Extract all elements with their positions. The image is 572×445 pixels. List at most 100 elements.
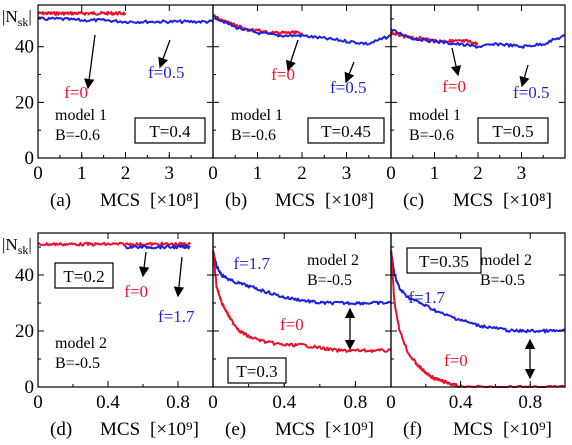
y-tick-label: 0 (25, 377, 35, 398)
panel-caption: (c) (403, 190, 424, 211)
x-axis-unit: [×10⁹] (150, 419, 199, 440)
y-tick-label: 40 (15, 265, 34, 286)
x-tick-label: 2 (121, 163, 131, 184)
series-label: f=0 (442, 77, 466, 96)
series-label: f=0.5 (330, 78, 367, 97)
x-tick-label: 0 (386, 392, 396, 413)
x-axis-label: MCS (453, 419, 493, 440)
panel-caption: (a) (50, 190, 71, 211)
x-tick-label: 3 (342, 163, 352, 184)
y-tick-label: 40 (15, 37, 34, 58)
x-tick-label: 0.4 (272, 392, 296, 413)
y-tick-label: 20 (15, 321, 34, 342)
pointer-arrow (138, 251, 150, 278)
x-axis-label: MCS (275, 419, 315, 440)
model-annotation: B=-0.5 (55, 355, 100, 372)
model-annotation: B=-0.5 (480, 272, 525, 289)
x-tick-label: 0 (33, 392, 43, 413)
panel-f: 0 0.4 0.8 model 2 B=-0.5 T=0.35 f=1.7 f=0 (f) MCS… (386, 232, 566, 440)
model-annotation: model 2 (55, 335, 107, 352)
x-tick-label: 2 (297, 163, 307, 184)
x-tick-label: 0 (386, 163, 396, 184)
model-annotation: model 1 (409, 107, 461, 124)
x-tick-label: 0 (208, 392, 218, 413)
x-tick-label: 0.8 (344, 392, 368, 413)
pointer-arrow (285, 39, 299, 72)
model-annotation: B=-0.6 (231, 127, 276, 144)
panel-c: 0 1 2 3 model 1 B=-0.6 T=0.5 f=0 f=0.5 (c) MCS [×10… (386, 4, 566, 211)
temperature-box: T=0.3 (227, 357, 287, 384)
panel-caption: (f) (403, 419, 422, 440)
pointer-arrow (158, 39, 171, 69)
model-annotation: model 1 (231, 107, 283, 124)
series-f-0-5 (212, 14, 392, 46)
x-tick-label: 0.4 (96, 392, 120, 413)
svg-text:T=0.5: T=0.5 (492, 122, 533, 141)
panel-e: 0 0.4 0.8 model 2 B=-0.5 T=0.3 f=1.7 f=0 (e) MCS [… (208, 232, 392, 440)
pointer-arrow (519, 64, 530, 88)
x-tick-label: 0.8 (518, 392, 542, 413)
x-axis-unit: [×10⁹] (503, 419, 552, 440)
series-f-1-7 (390, 250, 566, 334)
y-tick-label: 20 (15, 92, 34, 113)
plot-frame (390, 232, 566, 388)
x-tick-label: 0.8 (166, 392, 190, 413)
panel-caption: (e) (225, 419, 246, 440)
model-annotation: B=-0.6 (55, 127, 100, 144)
series-f-0-5 (37, 16, 214, 25)
y-tick-label: 0 (25, 148, 35, 169)
x-axis-unit: [×10⁸] (150, 190, 199, 211)
model-annotation: model 2 (307, 252, 359, 269)
series-f-1-7 (212, 250, 392, 306)
x-axis-label: MCS (100, 190, 140, 211)
x-axis-unit: [×10⁸] (325, 190, 374, 211)
panel-b: 0 1 2 3 model 1 B=-0.6 T=0.45 f=0 f=0.5 (b) MCS [×1… (208, 4, 392, 211)
series-f-0 (212, 14, 303, 36)
svg-text:T=0.2: T=0.2 (63, 267, 104, 286)
x-axis-unit: [×10⁹] (325, 419, 374, 440)
x-tick-label: 1 (253, 163, 263, 184)
x-tick-label: 0.4 (449, 392, 473, 413)
temperature-box: T=0.35 (406, 247, 482, 274)
model-annotation: B=-0.5 (307, 272, 352, 289)
svg-text:T=0.45: T=0.45 (321, 122, 371, 141)
x-tick-label: 3 (517, 163, 527, 184)
model-annotation: B=-0.6 (409, 127, 454, 144)
series-label: f=0.5 (513, 83, 550, 102)
y-axis-label: |Nsk| (2, 235, 32, 257)
panel-caption: (d) (50, 419, 72, 440)
series-f-0-5 (390, 28, 566, 49)
y-axis-label: |Nsk| (2, 7, 32, 29)
pointer-arrow (84, 34, 96, 90)
svg-text:T=0.3: T=0.3 (236, 362, 277, 381)
svg-text:T=0.4: T=0.4 (149, 122, 191, 141)
temperature-box: T=0.2 (54, 262, 114, 289)
x-axis-label: MCS (275, 190, 315, 211)
series-label: f=0.5 (148, 63, 185, 82)
x-tick-label: 3 (165, 163, 175, 184)
pointer-arrow (344, 61, 355, 84)
temperature-box: T=0.5 (477, 117, 549, 144)
series-label: f=1.7 (234, 254, 271, 273)
svg-text:T=0.35: T=0.35 (419, 252, 469, 271)
series-label: f=0 (64, 83, 88, 102)
series-label: f=1.7 (409, 288, 446, 307)
x-axis-unit: [×10⁸] (503, 190, 552, 211)
panel-d: 0 0.4 0.8 0 20 40 |Nsk| model 2 B=-0.5 T=0.2 f=0 f=… (2, 232, 214, 440)
model-annotation: model 1 (55, 107, 107, 124)
x-tick-label: 0 (33, 163, 43, 184)
x-tick-label: 2 (473, 163, 483, 184)
series-f-0 (37, 10, 127, 16)
x-axis-label: MCS (100, 419, 140, 440)
model-annotation: model 2 (480, 252, 532, 269)
series-label: f=0 (271, 65, 295, 84)
pointer-arrow (450, 47, 462, 77)
series-label: f=0 (124, 282, 148, 301)
series-label: f=0 (280, 315, 304, 334)
x-tick-label: 1 (77, 163, 87, 184)
series-f-1-7 (124, 244, 191, 250)
series-f-0 (37, 241, 192, 247)
pointer-arrow (173, 256, 185, 298)
x-tick-label: 1 (430, 163, 440, 184)
